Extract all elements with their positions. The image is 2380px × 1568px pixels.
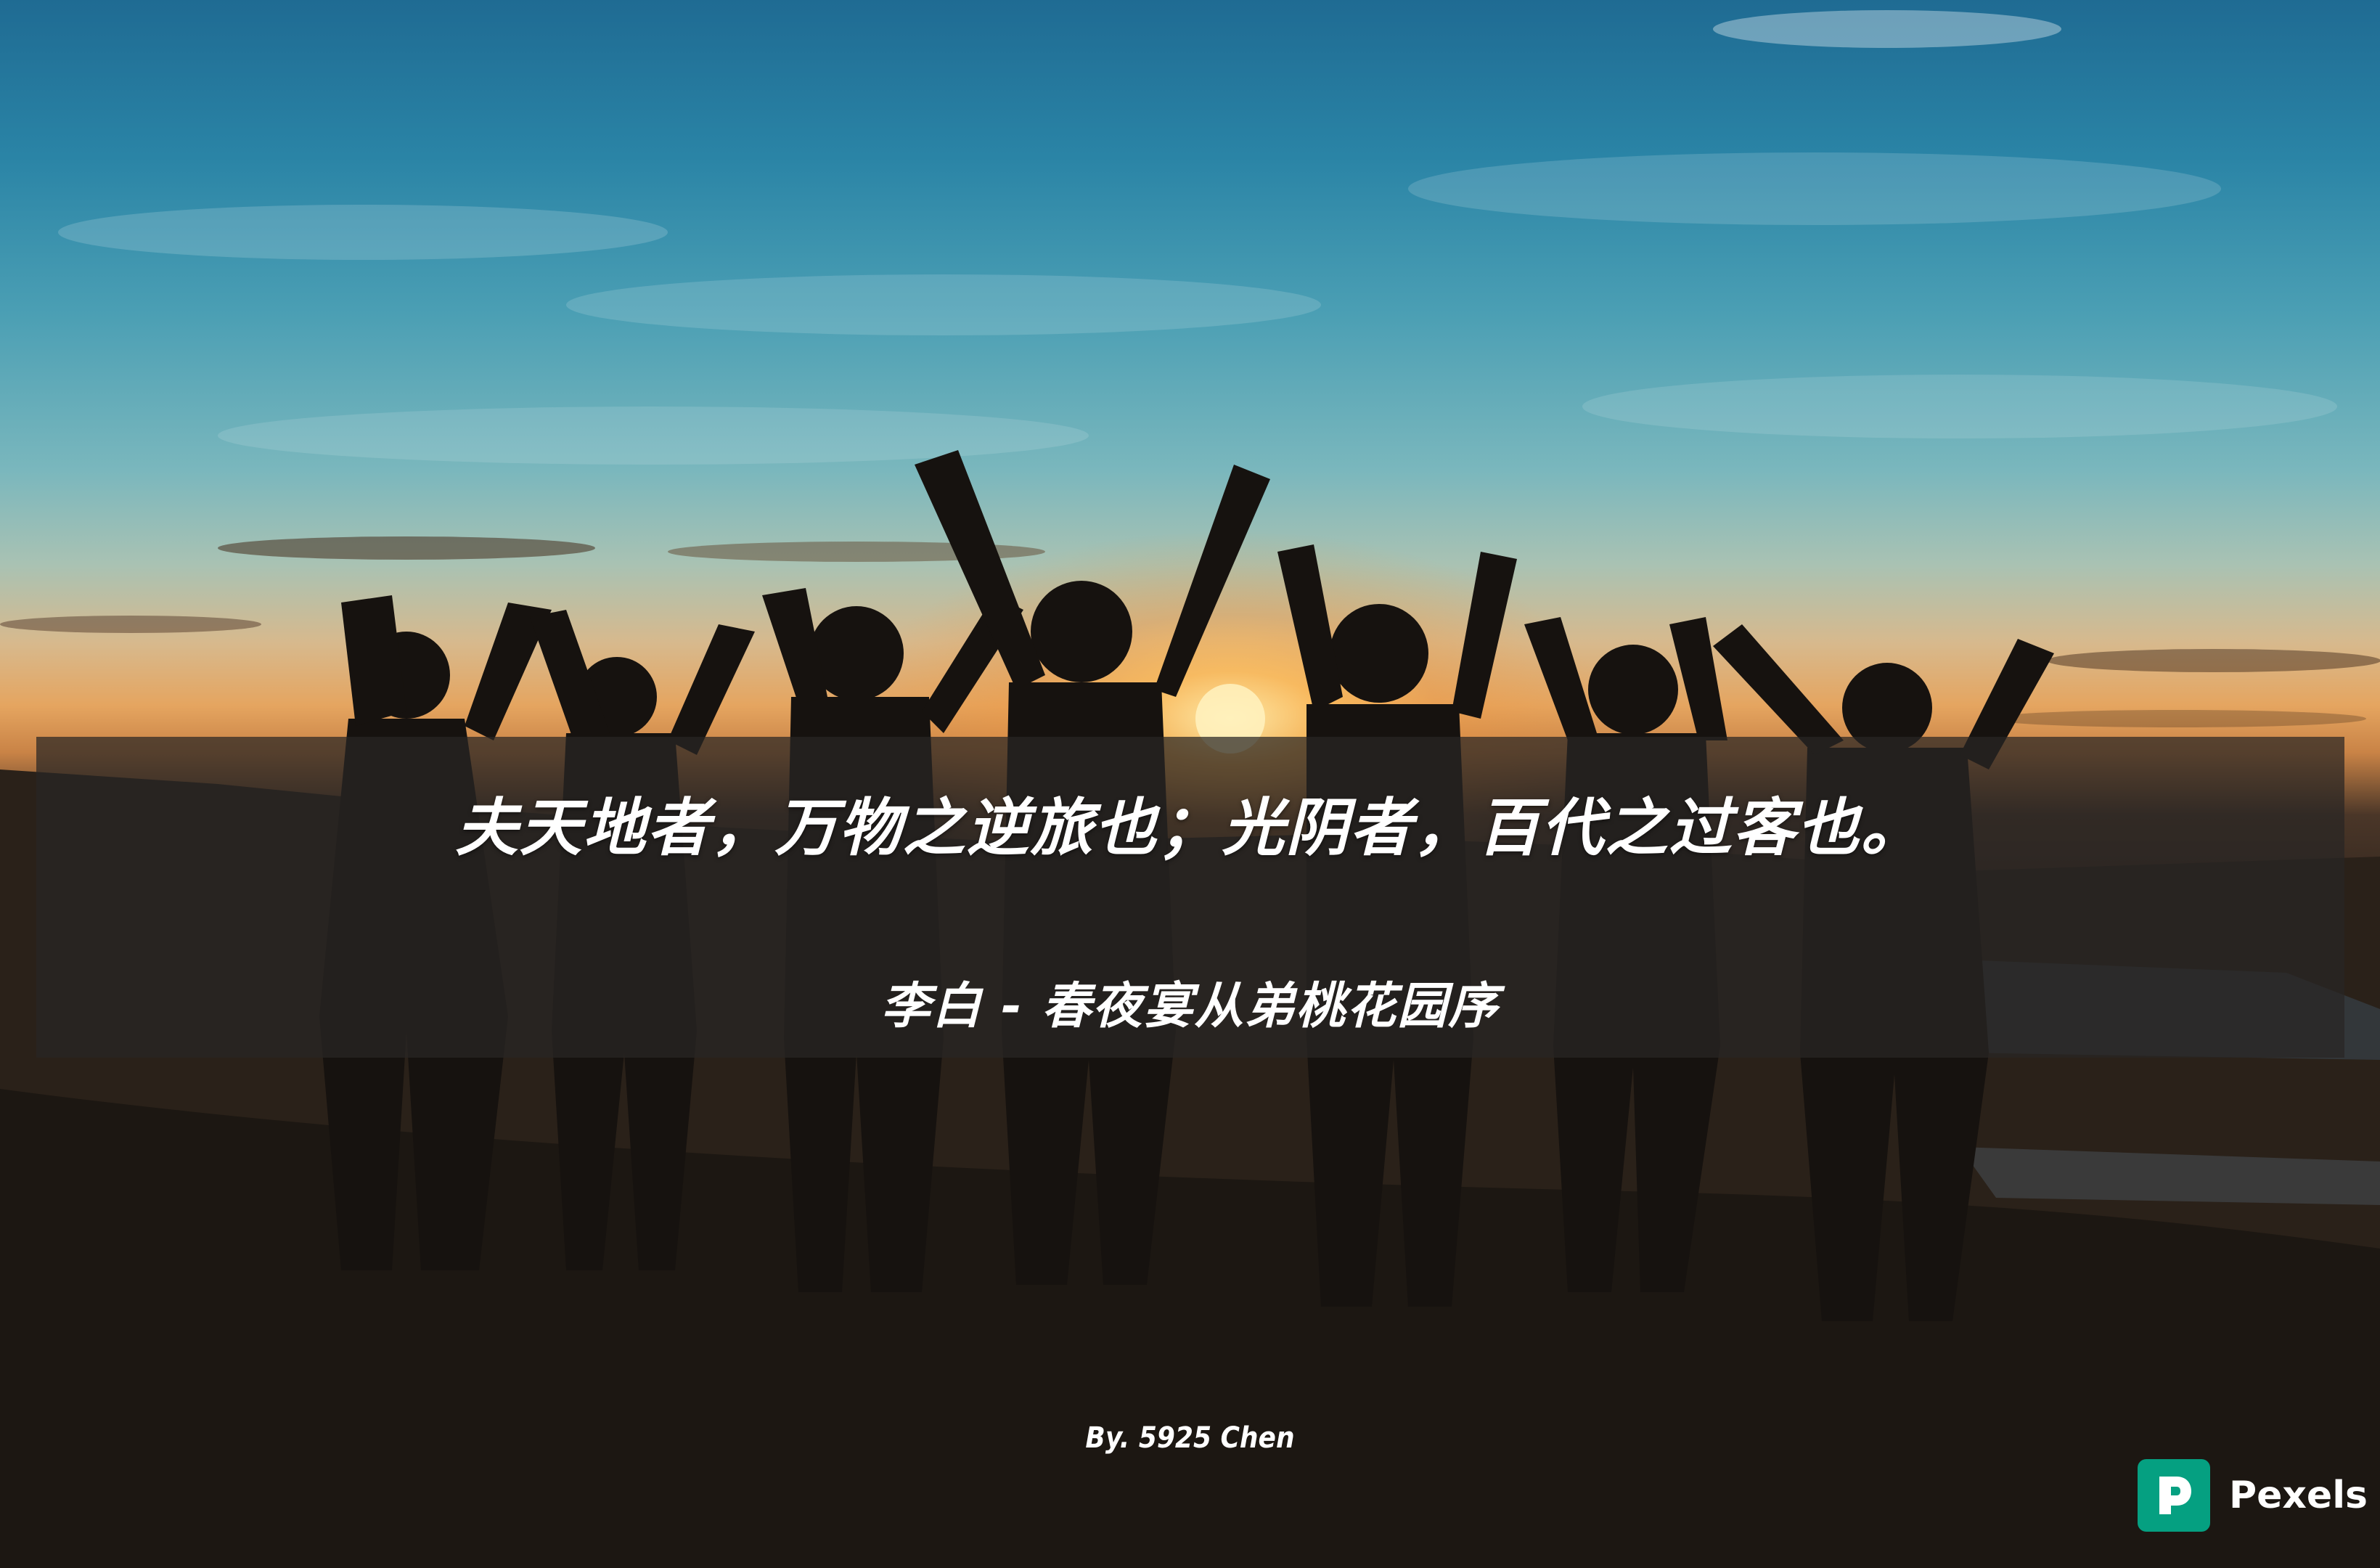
pexels-watermark[interactable]: Pexels bbox=[2138, 1459, 2368, 1532]
clouds bbox=[0, 10, 2380, 727]
byline: By. 5925 Chen bbox=[1085, 1421, 1295, 1455]
pexels-label: Pexels bbox=[2229, 1474, 2368, 1517]
pexels-logo-icon bbox=[2138, 1459, 2210, 1532]
quote-banner bbox=[36, 737, 2344, 1058]
quote-text: 夫天地者，万物之逆旅也；光阴者，百代之过客也。 bbox=[455, 792, 1925, 865]
quote-author: 李白 - 春夜宴从弟桃花园序 bbox=[880, 978, 1500, 1035]
